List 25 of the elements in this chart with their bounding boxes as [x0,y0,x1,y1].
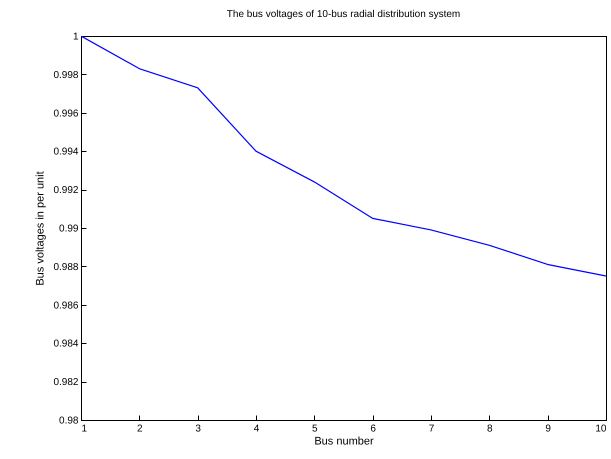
x-tick-label: 10 [595,424,607,434]
x-tick-label: 2 [137,424,144,434]
x-tick-label: 9 [545,424,552,434]
y-tick-label: 0.98 [59,416,79,426]
x-axis-title: Bus number [314,436,374,448]
y-tick-label: 0.99 [59,224,79,234]
x-tick-label: 3 [195,424,202,434]
y-tick-label: 0.998 [53,70,79,81]
x-tick-label: 5 [312,424,318,434]
y-tick-label: 0.996 [53,108,79,120]
y-tick-label: 1 [72,32,79,42]
y-tick-label: 0.994 [53,146,79,158]
x-tick-label: 1 [82,424,88,434]
x-tick-label: 6 [370,424,376,434]
x-tick-label: 7 [428,424,435,434]
y-tick-label: 0.992 [53,185,79,196]
y-axis-title: Bus voltages in per unit [34,171,46,286]
y-tick-label: 0.982 [53,377,79,388]
line-series [81,36,606,277]
x-tick-label: 4 [254,424,260,434]
y-tick-label: 0.986 [53,300,79,312]
chart-title: The bus voltages of 10-bus radial distribution system [226,9,460,20]
y-tick-label: 0.988 [53,262,79,273]
x-tick-label: 8 [487,424,494,434]
y-tick-label: 0.984 [53,338,79,350]
